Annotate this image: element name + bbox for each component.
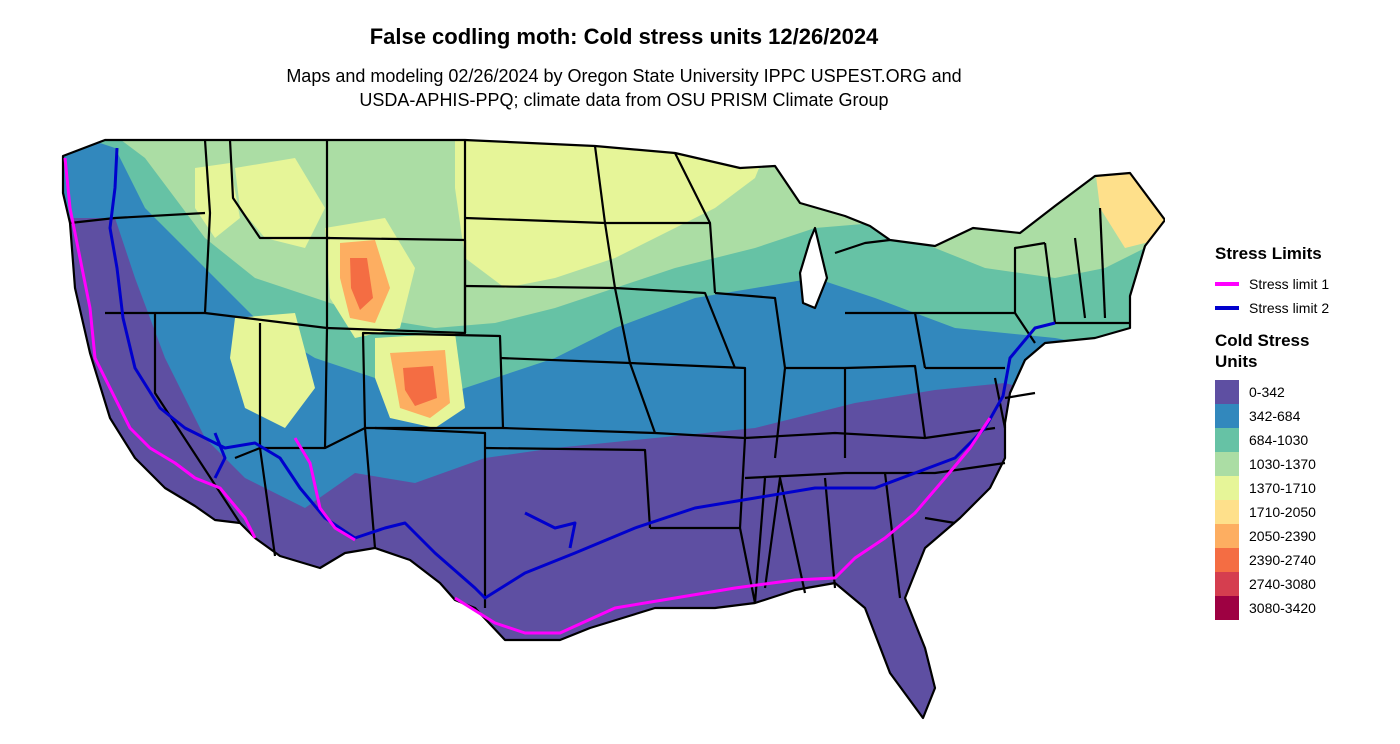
cold-stress-label: 684-1030 [1249, 432, 1309, 448]
cold-stress-label: 1030-1370 [1249, 456, 1316, 472]
cold-stress-legend-item: 342-684 [1215, 404, 1395, 428]
cold-stress-label: 0-342 [1249, 384, 1285, 400]
stress-limit-swatch [1215, 282, 1239, 286]
cold-stress-legend-item: 3080-3420 [1215, 596, 1395, 620]
cold-stress-label: 2050-2390 [1249, 528, 1316, 544]
cold-stress-legend-item: 1710-2050 [1215, 500, 1395, 524]
map-title: False codling moth: Cold stress units 12… [369, 24, 879, 49]
cold-stress-swatch [1215, 428, 1239, 452]
legend: Stress Limits Stress limit 1 Stress limit… [1215, 243, 1395, 620]
cold-stress-label: 2740-3080 [1249, 576, 1316, 592]
cold-stress-legend-item: 684-1030 [1215, 428, 1395, 452]
map-subtitle: Maps and modeling 02/26/2024 by Oregon S… [0, 64, 1248, 112]
cold-stress-label: 2390-2740 [1249, 552, 1316, 568]
cold-stress-swatch [1215, 548, 1239, 572]
cold-stress-label: 3080-3420 [1249, 600, 1316, 616]
cold-stress-legend-item: 0-342 [1215, 380, 1395, 404]
cold-stress-swatch [1215, 380, 1239, 404]
cold-stress-legend-item: 2740-3080 [1215, 572, 1395, 596]
stress-limit-2-contour [108, 147, 1056, 600]
stress-limits-legend-title: Stress Limits [1215, 244, 1322, 263]
cold-stress-swatch [1215, 452, 1239, 476]
cold-stress-swatch [1215, 404, 1239, 428]
stress-limit-legend-item: Stress limit 1 [1215, 272, 1395, 296]
cold-stress-list: 0-342 342-684 684-1030 1030-1370 1370-1710 17… [1215, 380, 1395, 620]
cold-stress-swatch [1215, 524, 1239, 548]
stress-limit-label: Stress limit 2 [1249, 300, 1330, 316]
cold-stress-swatch [1215, 572, 1239, 596]
cold-stress-label: 1710-2050 [1249, 504, 1316, 520]
cold-stress-legend-item: 1370-1710 [1215, 476, 1395, 500]
cold-stress-label: 342-684 [1249, 408, 1301, 424]
stress-limit-1-contour [63, 157, 992, 635]
state-boundaries [61, 138, 1165, 720]
cold-stress-legend-item: 2390-2740 [1215, 548, 1395, 572]
cold-stress-legend-title: Cold Stress Units [1215, 331, 1310, 371]
cold-stress-legend-item: 1030-1370 [1215, 452, 1395, 476]
stress-limit-swatch [1215, 306, 1239, 310]
cold-stress-legend-item: 2050-2390 [1215, 524, 1395, 548]
cold-stress-swatch [1215, 596, 1239, 620]
stress-limits-list: Stress limit 1 Stress limit 2 [1215, 272, 1395, 320]
cold-stress-swatch [1215, 500, 1239, 524]
cold-stress-label: 1370-1710 [1249, 480, 1316, 496]
subtitle-line-2: USDA-APHIS-PPQ; climate data from OSU PR… [359, 90, 889, 110]
stress-limit-label: Stress limit 1 [1249, 276, 1330, 292]
cold-stress-swatch [1215, 476, 1239, 500]
stress-limit-legend-item: Stress limit 2 [1215, 296, 1395, 320]
subtitle-line-1: Maps and modeling 02/26/2024 by Oregon S… [286, 66, 962, 86]
cold-stress-map [61, 138, 1165, 720]
